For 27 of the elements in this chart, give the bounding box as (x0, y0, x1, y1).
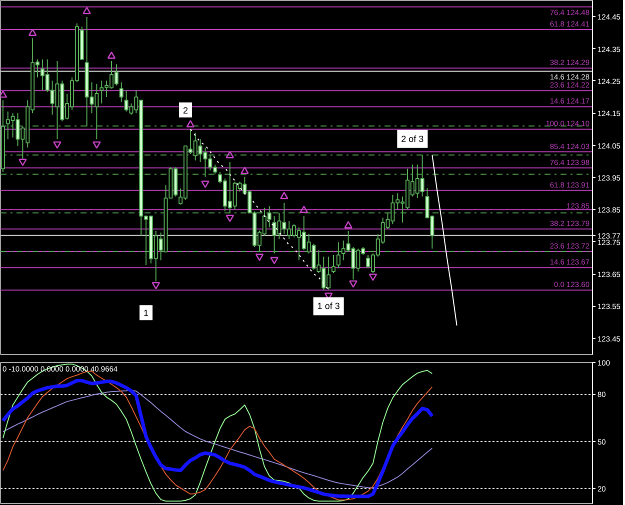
point (300, 206, 308, 213)
point (53, 141, 62, 149)
line-series (432, 154, 458, 326)
point (18, 158, 27, 166)
series-label: 1 (144, 308, 149, 318)
point (92, 141, 101, 149)
point (186, 120, 195, 128)
candlestick (336, 242, 340, 269)
point (344, 221, 352, 228)
candlestick (331, 254, 336, 274)
point (201, 180, 210, 188)
point (226, 214, 234, 222)
point (107, 51, 116, 59)
point (152, 282, 160, 290)
line-series (190, 128, 330, 291)
point (28, 28, 37, 36)
point (82, 6, 91, 14)
candlestick (119, 82, 124, 102)
point (280, 192, 288, 200)
point (240, 166, 249, 174)
point (368, 274, 378, 281)
series-label: 2 (182, 105, 188, 116)
point (349, 280, 358, 288)
point (270, 256, 278, 264)
point (226, 150, 234, 158)
line-series (2, 390, 433, 488)
point (255, 254, 264, 262)
